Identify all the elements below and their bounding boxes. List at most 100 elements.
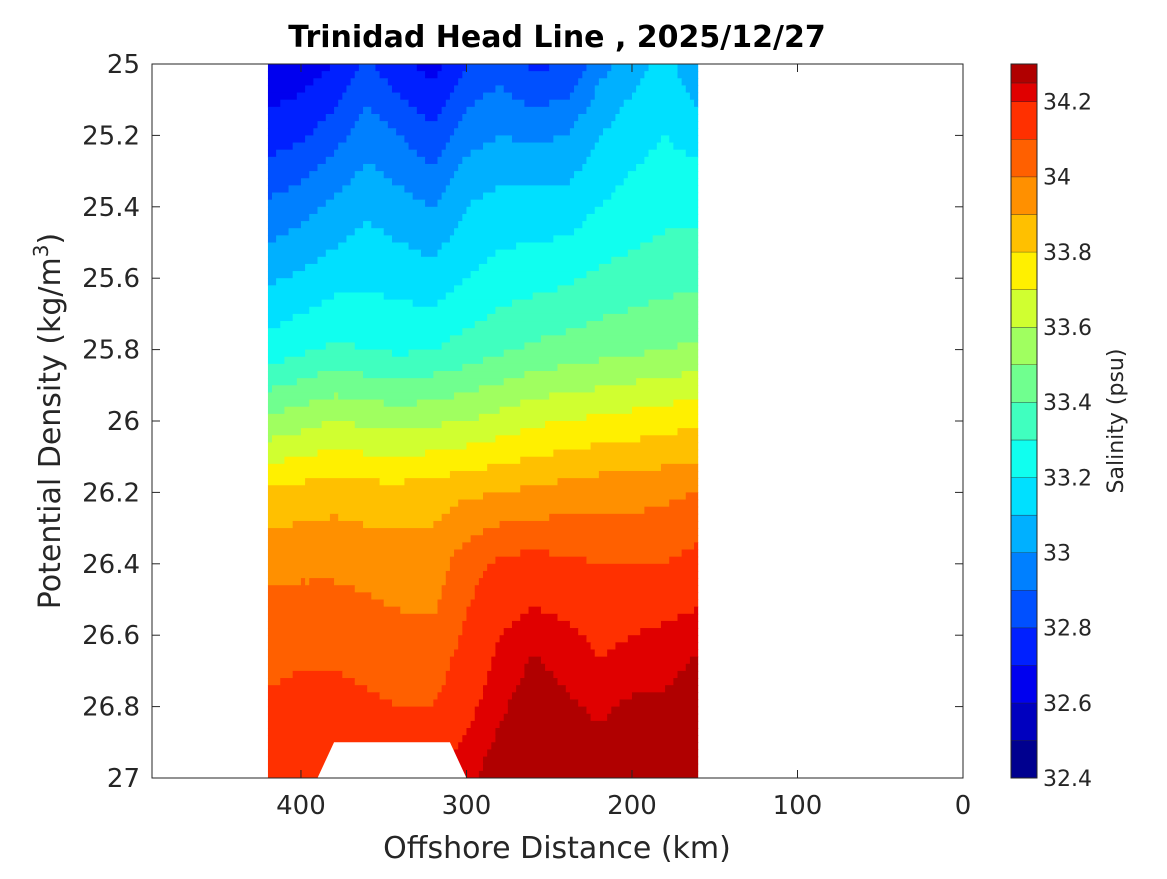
contour-cell — [586, 106, 621, 115]
contour-cell — [648, 64, 679, 72]
contour-cell — [474, 321, 588, 329]
colorbar-band — [1011, 514, 1037, 553]
contour-cell — [321, 71, 356, 79]
contour-cell — [673, 292, 699, 301]
contour-cell — [466, 106, 588, 115]
contour-cell — [665, 228, 699, 236]
contour-cell — [619, 699, 699, 708]
contour-cell — [317, 371, 364, 379]
contour-cell — [292, 313, 488, 322]
contour-cell — [267, 413, 480, 422]
missing-data-gap — [317, 742, 467, 778]
contour-cell — [317, 449, 364, 458]
contour-cell — [466, 442, 592, 451]
contour-cell — [445, 185, 497, 194]
contour-cell — [598, 263, 699, 272]
contour-cell — [267, 663, 451, 672]
contour-cell — [694, 606, 699, 615]
contour-cell — [325, 156, 426, 165]
colorbar-tick-label: 33.2 — [1043, 466, 1092, 491]
contour-cell — [557, 285, 699, 294]
contour-cell — [458, 642, 497, 651]
contour-cell — [511, 135, 554, 144]
contour-cell — [694, 99, 699, 108]
contour-cell — [267, 578, 302, 586]
contour-cell — [644, 71, 679, 79]
contour-cell — [615, 185, 699, 194]
contour-cell — [375, 163, 459, 172]
contour-cell — [478, 263, 600, 272]
contour-cell — [545, 421, 699, 429]
contour-cell — [379, 478, 406, 486]
colorbar-tick-label: 33.8 — [1043, 241, 1092, 266]
contour-cell — [503, 349, 645, 358]
contour-cell — [354, 421, 443, 429]
contour-cell — [454, 549, 521, 558]
contour-cell — [267, 613, 468, 622]
contour-cell — [474, 706, 509, 715]
contour-cell — [611, 706, 699, 715]
contour-cell — [454, 228, 575, 236]
contour-cell — [578, 628, 641, 636]
contour-cell — [553, 235, 654, 244]
contour-cell — [669, 556, 699, 565]
contour-cell — [292, 520, 364, 529]
contour-cell — [478, 770, 699, 778]
contour-cell — [586, 156, 645, 165]
contour-cell — [267, 542, 463, 551]
contour-cell — [267, 278, 277, 286]
contour-cell — [665, 685, 699, 693]
contour-cell — [458, 78, 579, 87]
contour-cell — [685, 492, 699, 501]
contour-cell — [267, 485, 521, 493]
colorbar-band — [1011, 590, 1037, 628]
colorbar-tick-label: 33.4 — [1043, 391, 1092, 416]
contour-cell — [636, 85, 687, 94]
contour-cell — [445, 99, 476, 108]
contour-cell — [594, 206, 699, 215]
contour-cell — [483, 92, 513, 101]
contour-cell — [569, 692, 633, 701]
contour-cell — [545, 663, 687, 672]
contour-cell — [603, 199, 699, 208]
contour-cell — [267, 363, 463, 372]
contour-cell — [267, 321, 281, 329]
x-tick-label: 200 — [607, 791, 657, 821]
contour-cell — [574, 121, 612, 129]
contour-cell — [677, 71, 699, 79]
contour-cell — [549, 64, 588, 72]
contour-cell — [462, 542, 695, 551]
contour-cell — [425, 199, 439, 208]
contour-cell — [590, 442, 699, 451]
contour-cell — [462, 71, 583, 79]
x-tick-labels: 400 300 200 100 0 — [276, 791, 971, 821]
contour-cell — [503, 713, 592, 722]
contour-cell — [483, 570, 699, 579]
contour-cell — [334, 292, 385, 301]
contour-cell — [267, 106, 335, 115]
contour-cell — [594, 649, 608, 658]
contour-cell — [267, 306, 310, 315]
contour-cell — [267, 406, 286, 415]
contour-cell — [267, 271, 294, 279]
contour-cell — [346, 85, 393, 94]
colorbar-band — [1011, 64, 1037, 83]
contour-cell — [631, 406, 699, 415]
contour-cell — [470, 599, 699, 608]
contour-cell — [669, 499, 699, 508]
contour-cell — [354, 171, 385, 179]
contour-cell — [549, 513, 699, 522]
y-tick-labels: 25 25.2 25.4 25.6 25.8 26 26.2 26.4 26.6 26.8 27 — [82, 50, 140, 794]
contour-cell — [267, 492, 484, 501]
contour-cell — [520, 456, 699, 465]
contour-cell — [524, 663, 546, 672]
contour-cell — [267, 556, 451, 565]
contour-cell — [437, 692, 484, 701]
contour-cell — [267, 163, 319, 172]
contour-cell — [636, 378, 699, 386]
contour-cell — [267, 428, 302, 436]
contour-cell — [358, 64, 377, 72]
contour-cell — [607, 713, 699, 722]
contour-cell — [404, 478, 559, 486]
y-tick-label: 26.6 — [82, 621, 140, 651]
